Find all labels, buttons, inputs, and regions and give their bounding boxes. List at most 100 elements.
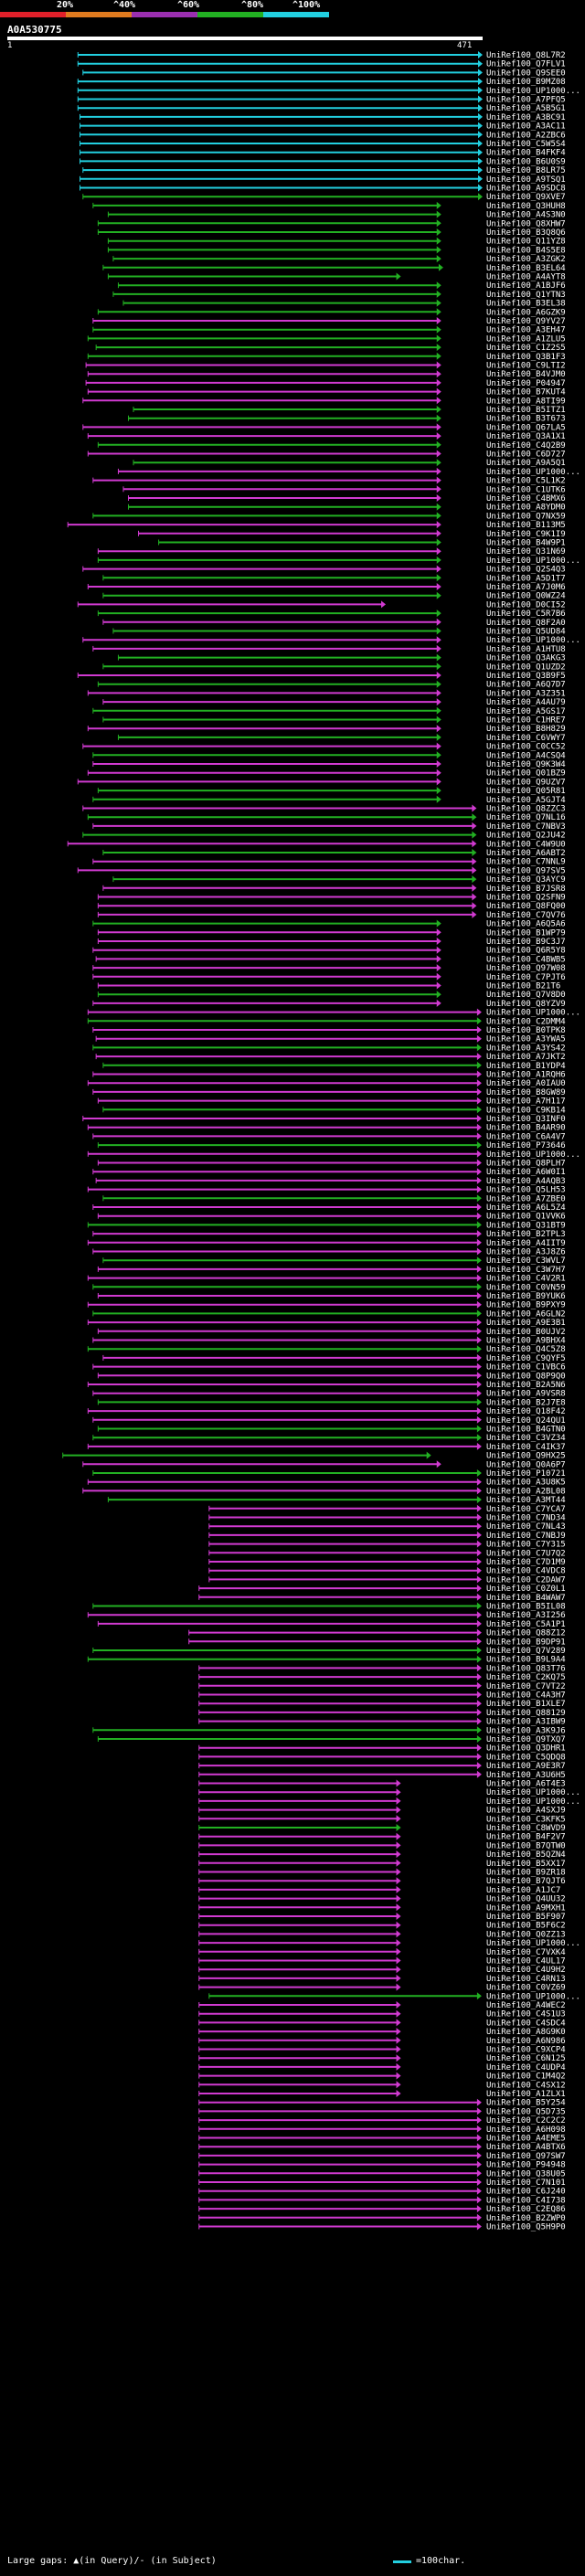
hit-row[interactable]: UniRef100_B21T6	[97, 981, 560, 991]
hit-row[interactable]: UniRef100_B5QZN4	[198, 1850, 566, 1860]
hit-row[interactable]: UniRef100_B7QJT6	[198, 1877, 566, 1886]
hit-label[interactable]: UniRef100_A4IIT9	[486, 1239, 566, 1248]
hit-row[interactable]: UniRef100_A6W0I1	[92, 1168, 566, 1177]
hit-row[interactable]: UniRef100_A4AQB3	[95, 1176, 566, 1186]
hit-row[interactable]: UniRef100_A4AYT8	[107, 272, 566, 282]
hit-label[interactable]: UniRef100_C0VZ69	[486, 1984, 566, 1993]
hit-label[interactable]: UniRef100_Q0WZ24	[486, 592, 566, 601]
hit-row[interactable]: UniRef100_C0CC52	[82, 742, 566, 752]
hit-row[interactable]: UniRef100_B2J7E8	[97, 1398, 566, 1407]
hit-label[interactable]: UniRef100_A9VSR8	[486, 1390, 566, 1399]
hit-row[interactable]: UniRef100_C6J240	[198, 2187, 566, 2197]
hit-row[interactable]: UniRef100_A4EME5	[198, 2134, 566, 2144]
hit-label[interactable]: UniRef100_Q18F42	[486, 1407, 566, 1416]
hit-label[interactable]: UniRef100_A3U6H5	[486, 1771, 566, 1780]
hit-row[interactable]: UniRef100_B9DP91	[188, 1638, 566, 1647]
hit-label[interactable]: UniRef100_B5ITZ1	[486, 406, 566, 415]
hit-row[interactable]: UniRef100_C7Y315	[208, 1540, 566, 1550]
hit-label[interactable]: UniRef100_A3MT44	[486, 1496, 566, 1505]
hit-label[interactable]: UniRef100_B21T6	[486, 982, 560, 991]
hit-label[interactable]: UniRef100_A6T4E3	[486, 1780, 566, 1789]
hit-label[interactable]: UniRef100_C4BWB5	[486, 955, 566, 964]
hit-row[interactable]: UniRef100_Q3B9F5	[77, 672, 566, 681]
hit-row[interactable]: UniRef100_A3K9J6	[92, 1726, 566, 1735]
hit-label[interactable]: UniRef100_C9XCP4	[486, 2046, 566, 2055]
hit-label[interactable]: UniRef100_UP1000...	[486, 1797, 580, 1807]
hit-row[interactable]: UniRef100_Q4UU32	[198, 1894, 566, 1904]
hit-label[interactable]: UniRef100_B3EL38	[486, 300, 566, 309]
hit-row[interactable]: UniRef100_Q9YV27	[92, 317, 566, 326]
hit-label[interactable]: UniRef100_Q3DHR1	[486, 1744, 566, 1754]
hit-row[interactable]: UniRef100_A6Q5A6	[92, 919, 566, 929]
hit-label[interactable]: UniRef100_A1BJF6	[486, 281, 566, 291]
hit-label[interactable]: UniRef100_C4V2R1	[486, 1275, 566, 1284]
hit-label[interactable]: UniRef100_B7JSR8	[486, 885, 566, 894]
hit-row[interactable]: UniRef100_Q7V289	[92, 1647, 566, 1656]
hit-row[interactable]: UniRef100_A0IAU0	[87, 1079, 566, 1088]
hit-row[interactable]: UniRef100_C7N101	[198, 2178, 566, 2188]
hit-row[interactable]: UniRef100_B3Q8Q6	[97, 228, 566, 238]
hit-row[interactable]: UniRef100_B0TPK8	[92, 1026, 566, 1035]
hit-label[interactable]: UniRef100_B5QZN4	[486, 1850, 566, 1860]
hit-label[interactable]: UniRef100_P10721	[486, 1469, 566, 1479]
hit-row[interactable]: UniRef100_B8H829	[87, 725, 566, 734]
hit-label[interactable]: UniRef100_Q3B9F5	[486, 672, 566, 681]
hit-row[interactable]: UniRef100_Q97SW7	[198, 2151, 566, 2161]
hit-row[interactable]: UniRef100_C4A3H7	[198, 1691, 566, 1701]
hit-label[interactable]: UniRef100_A6ABT2	[486, 849, 566, 858]
hit-row[interactable]: UniRef100_UP1000...	[87, 1008, 580, 1018]
hit-label[interactable]: UniRef100_B5F6C2	[486, 1922, 566, 1931]
hit-label[interactable]: UniRef100_C7VT22	[486, 1682, 566, 1691]
hit-row[interactable]: UniRef100_A4S3N0	[107, 210, 566, 220]
hit-row[interactable]: UniRef100_C4UDP4	[198, 2062, 566, 2072]
hit-label[interactable]: UniRef100_Q8YZV9	[486, 1000, 566, 1009]
hit-row[interactable]: UniRef100_A3IBW9	[198, 1717, 566, 1727]
hit-row[interactable]: UniRef100_A6H098	[198, 2125, 566, 2135]
hit-label[interactable]: UniRef100_A6Q5A6	[486, 920, 566, 929]
hit-row[interactable]: UniRef100_A9SDC8	[79, 184, 566, 194]
hit-label[interactable]: UniRef100_Q9YV27	[486, 317, 566, 326]
hit-label[interactable]: UniRef100_B6U0S9	[486, 157, 566, 166]
hit-label[interactable]: UniRef100_Q01BZ9	[486, 769, 566, 779]
hit-row[interactable]: UniRef100_B9L9A4	[87, 1655, 566, 1665]
hit-row[interactable]: UniRef100_C2DMM4	[87, 1017, 566, 1026]
hit-label[interactable]: UniRef100_C1UTK6	[486, 485, 566, 494]
hit-label[interactable]: UniRef100_Q3B1F3	[486, 353, 566, 362]
hit-label[interactable]: UniRef100_B8GW89	[486, 1088, 566, 1097]
hit-row[interactable]: UniRef100_Q3INF0	[82, 1115, 566, 1124]
hit-label[interactable]: UniRef100_B4GTN0	[486, 1426, 566, 1435]
hit-label[interactable]: UniRef100_C7YCA7	[486, 1505, 566, 1514]
hit-label[interactable]: UniRef100_C4UL17	[486, 1957, 566, 1966]
hit-row[interactable]: UniRef100_C4BMX6	[127, 494, 566, 504]
hit-row[interactable]: UniRef100_C3W7H7	[97, 1265, 566, 1275]
hit-label[interactable]: UniRef100_A7JKT2	[486, 1053, 566, 1062]
hit-label[interactable]: UniRef100_C8WVD9	[486, 1824, 566, 1833]
hit-label[interactable]: UniRef100_Q11YZ8	[486, 238, 566, 247]
hit-row[interactable]: UniRef100_Q8YZV9	[92, 999, 566, 1009]
hit-row[interactable]: UniRef100_C7PJT6	[92, 972, 566, 982]
hit-label[interactable]: UniRef100_A9A5Q1	[486, 459, 566, 468]
hit-label[interactable]: UniRef100_B2A5N6	[486, 1381, 566, 1390]
hit-row[interactable]: UniRef100_A6N986	[198, 2036, 566, 2046]
hit-row[interactable]: UniRef100_UP1000...	[82, 636, 580, 645]
hit-row[interactable]: UniRef100_B9PXY9	[87, 1300, 566, 1310]
hit-label[interactable]: UniRef100_B2ZWP0	[486, 2214, 566, 2223]
hit-label[interactable]: UniRef100_C2KQ75	[486, 1673, 566, 1682]
hit-row[interactable]: UniRef100_C8WVD9	[198, 1824, 566, 1833]
hit-label[interactable]: UniRef100_C1Z2S5	[486, 344, 566, 353]
hit-row[interactable]: UniRef100_A2ZBC6	[79, 131, 566, 140]
hit-row[interactable]: UniRef100_A9MXH1	[198, 1903, 566, 1913]
hit-row[interactable]: UniRef100_B4WAW7	[198, 1593, 566, 1603]
hit-row[interactable]: UniRef100_Q9HX25	[62, 1451, 566, 1461]
hit-row[interactable]: UniRef100_Q97W08	[92, 964, 566, 973]
hit-row[interactable]: UniRef100_C3VZ34	[92, 1434, 566, 1443]
hit-label[interactable]: UniRef100_Q8ZZC3	[486, 805, 566, 814]
hit-label[interactable]: UniRef100_A3I256	[486, 1611, 566, 1620]
hit-row[interactable]: UniRef100_C9K1I9	[138, 529, 566, 539]
hit-label[interactable]: UniRef100_Q8P9Q0	[486, 1372, 566, 1381]
hit-label[interactable]: UniRef100_Q3AKG3	[486, 654, 566, 663]
hit-row[interactable]: UniRef100_A3YWA5	[95, 1034, 566, 1044]
hit-row[interactable]: UniRef100_C4S1U3	[198, 2009, 566, 2019]
hit-label[interactable]: UniRef100_Q2S4Q3	[486, 566, 566, 575]
hit-label[interactable]: UniRef100_C5W5S4	[486, 140, 566, 149]
